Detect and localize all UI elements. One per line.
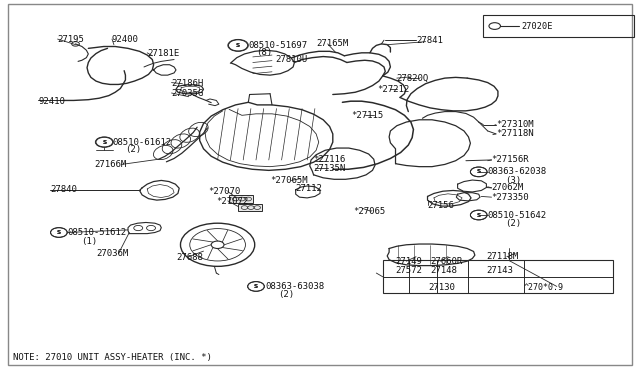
Text: *273350: *273350 <box>492 193 529 202</box>
Text: 08510-51697: 08510-51697 <box>248 41 307 50</box>
Text: 27810U: 27810U <box>275 55 307 64</box>
Text: *27065: *27065 <box>353 207 385 216</box>
Text: (1): (1) <box>81 237 97 246</box>
Text: *27072: *27072 <box>216 197 248 206</box>
Text: 27143: 27143 <box>486 266 513 275</box>
Text: (8): (8) <box>256 48 272 57</box>
Bar <box>383 260 613 293</box>
Text: 08363-63038: 08363-63038 <box>265 282 324 291</box>
Text: S: S <box>254 284 258 289</box>
Bar <box>229 195 253 203</box>
Text: (2): (2) <box>506 219 522 228</box>
Text: S: S <box>57 230 61 235</box>
Text: S: S <box>236 43 240 48</box>
Text: (3): (3) <box>506 176 522 185</box>
Text: ^270*0.9: ^270*0.9 <box>524 283 564 292</box>
Text: 27156: 27156 <box>428 201 454 210</box>
Bar <box>483 15 634 37</box>
Text: S: S <box>236 43 240 48</box>
Text: 27112: 27112 <box>296 185 323 193</box>
Text: 27660R: 27660R <box>430 257 462 266</box>
Text: 27148: 27148 <box>430 266 457 275</box>
Text: 27572: 27572 <box>396 266 422 275</box>
Text: *27156R: *27156R <box>492 155 529 164</box>
Text: *27070: *27070 <box>208 187 240 196</box>
Text: 08363-62038: 08363-62038 <box>488 167 547 176</box>
Text: NOTE: 27010 UNIT ASSY-HEATER (INC. *): NOTE: 27010 UNIT ASSY-HEATER (INC. *) <box>13 353 212 362</box>
Text: S: S <box>477 169 481 174</box>
Text: 08510-61612: 08510-61612 <box>113 138 172 147</box>
Text: 27135N: 27135N <box>314 164 346 173</box>
Text: (2): (2) <box>278 290 294 299</box>
Text: 27130: 27130 <box>429 283 456 292</box>
Text: 27165M: 27165M <box>317 39 349 48</box>
Text: *27310M: *27310M <box>496 120 534 129</box>
Text: 27181E: 27181E <box>147 49 179 58</box>
Text: 92400: 92400 <box>112 35 139 44</box>
Text: 27020E: 27020E <box>522 22 553 31</box>
Text: *27115: *27115 <box>351 111 383 120</box>
Text: 92410: 92410 <box>38 97 65 106</box>
Text: 27841: 27841 <box>416 36 443 45</box>
Text: 27035G: 27035G <box>172 89 204 98</box>
Text: 08510-51612: 08510-51612 <box>68 228 127 237</box>
Text: S: S <box>477 212 481 218</box>
Text: *27116: *27116 <box>314 155 346 164</box>
Text: S: S <box>57 230 61 235</box>
Text: 27195: 27195 <box>58 35 84 44</box>
Text: 27820Q: 27820Q <box>397 74 429 83</box>
Text: S: S <box>477 212 481 218</box>
Text: 08510-51642: 08510-51642 <box>488 211 547 219</box>
Text: S: S <box>477 169 481 174</box>
Text: 27062M: 27062M <box>492 183 524 192</box>
Text: 27186H: 27186H <box>172 79 204 88</box>
Text: S: S <box>254 284 258 289</box>
Text: 27118M: 27118M <box>486 252 518 261</box>
Text: *27212: *27212 <box>378 85 410 94</box>
Text: *27065M: *27065M <box>270 176 308 185</box>
Text: 27036M: 27036M <box>96 249 128 258</box>
Text: 27149: 27149 <box>396 257 422 266</box>
Text: (2): (2) <box>125 145 141 154</box>
Text: *27118N: *27118N <box>496 129 534 138</box>
Text: S: S <box>102 140 106 145</box>
Bar <box>238 204 262 211</box>
Text: 27166M: 27166M <box>95 160 127 169</box>
Text: 27688: 27688 <box>176 253 203 262</box>
Text: S: S <box>102 140 106 145</box>
Text: 27840: 27840 <box>50 185 77 194</box>
